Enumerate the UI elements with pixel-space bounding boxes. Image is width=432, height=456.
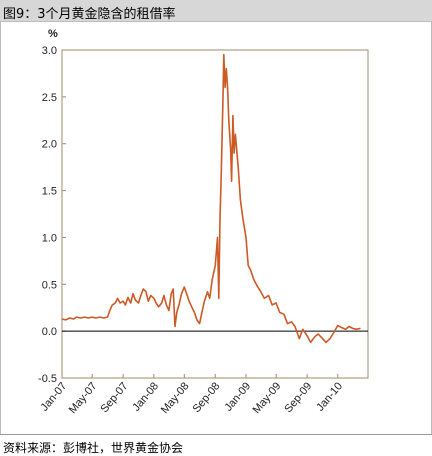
source-note: 资料来源：彭博社，世界黄金协会 xyxy=(3,441,184,455)
x-tick-label: May-09 xyxy=(251,380,284,416)
x-tick-label: Jan-07 xyxy=(38,380,69,413)
x-tick-label: Jan-08 xyxy=(130,380,161,413)
y-tick-label: 0.5 xyxy=(42,279,57,291)
y-tick-label: 1.0 xyxy=(42,232,57,244)
x-tick-label: Sep-09 xyxy=(282,380,314,415)
y-axis-unit-label: % xyxy=(48,28,58,40)
y-tick-label: 2.0 xyxy=(42,139,57,151)
title-bar: 图9：3个月黄金隐含的租借率 xyxy=(0,0,432,22)
x-tick-label: May-07 xyxy=(67,380,100,416)
x-tick-label: Jan-09 xyxy=(222,380,253,413)
x-tick-label: Sep-08 xyxy=(191,380,223,415)
frame-left-border xyxy=(0,22,1,434)
y-tick-label: 1.5 xyxy=(42,186,57,198)
y-tick-label: 3.0 xyxy=(42,45,57,57)
chart-title: 图9：3个月黄金隐含的租借率 xyxy=(3,7,176,22)
y-tick-label: 2.5 xyxy=(42,92,57,104)
chart-svg: %3.02.52.01.51.00.50.0-0.5Jan-07May-07Se… xyxy=(38,28,369,416)
y-tick-label: -0.5 xyxy=(38,373,57,385)
plot-frame xyxy=(61,49,369,379)
source-bar: 资料来源：彭博社，世界黄金协会 xyxy=(0,434,432,456)
x-tick-label: May-08 xyxy=(159,380,192,416)
y-tick-label: 0.0 xyxy=(42,326,57,338)
x-tick-label: Jan-10 xyxy=(314,380,345,413)
x-tick-label: Sep-07 xyxy=(98,380,130,415)
lease-rate-series-line xyxy=(61,53,361,344)
